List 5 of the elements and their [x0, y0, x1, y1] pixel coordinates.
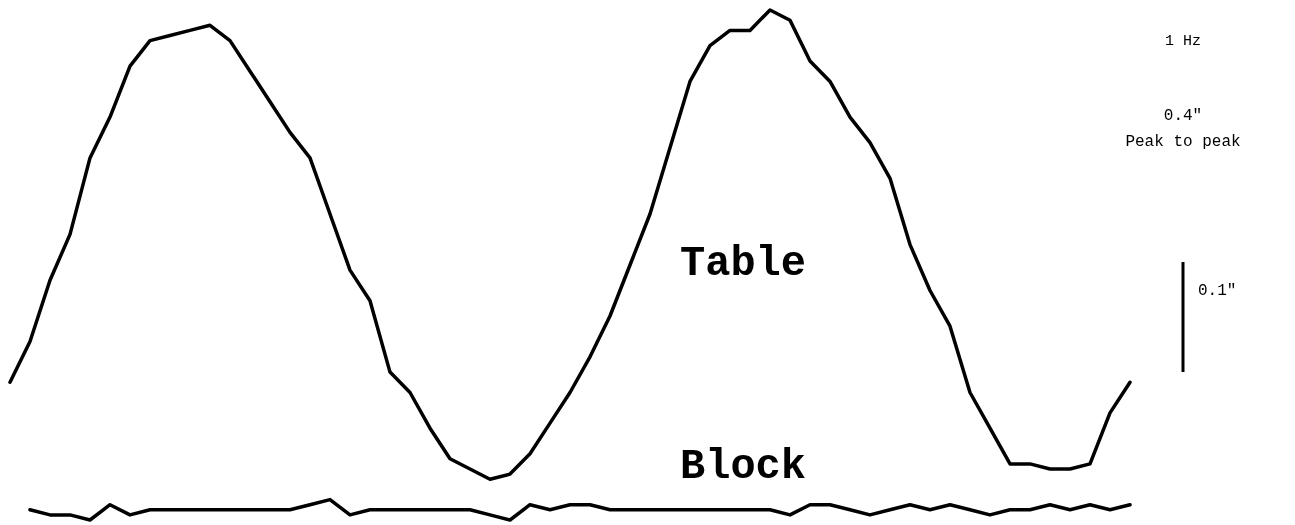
text: 1 Hz [1164, 33, 1202, 50]
series-label: Block [680, 443, 807, 491]
annotation: 0.4" Peak to peak [1125, 107, 1241, 151]
text: 0.1" [1198, 282, 1237, 300]
series-label: Table [680, 240, 807, 288]
